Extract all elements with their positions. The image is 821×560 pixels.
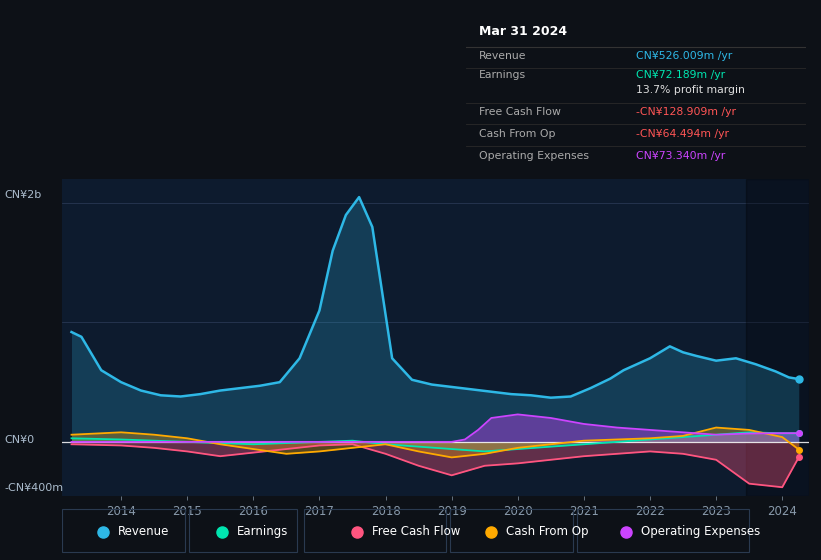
Bar [189, 509, 297, 552]
Bar [577, 509, 749, 552]
Bar [62, 509, 185, 552]
Text: CN¥72.189m /yr: CN¥72.189m /yr [635, 69, 725, 80]
Text: Earnings: Earnings [237, 525, 288, 538]
Text: -CN¥64.494m /yr: -CN¥64.494m /yr [635, 129, 729, 139]
Text: Cash From Op: Cash From Op [506, 525, 589, 538]
Text: CN¥0: CN¥0 [4, 435, 34, 445]
Text: CN¥526.009m /yr: CN¥526.009m /yr [635, 51, 732, 61]
Text: Earnings: Earnings [479, 69, 526, 80]
Text: Cash From Op: Cash From Op [479, 129, 556, 139]
Text: CN¥73.340m /yr: CN¥73.340m /yr [635, 151, 725, 161]
Text: Operating Expenses: Operating Expenses [479, 151, 589, 161]
Text: Operating Expenses: Operating Expenses [640, 525, 759, 538]
Text: -CN¥400m: -CN¥400m [4, 483, 63, 493]
Text: 13.7% profit margin: 13.7% profit margin [635, 85, 745, 95]
Text: CN¥2b: CN¥2b [4, 190, 41, 200]
Text: Revenue: Revenue [479, 51, 526, 61]
Bar [305, 509, 447, 552]
Text: Free Cash Flow: Free Cash Flow [372, 525, 460, 538]
Text: Free Cash Flow: Free Cash Flow [479, 107, 561, 117]
Text: Mar 31 2024: Mar 31 2024 [479, 25, 567, 38]
Text: Revenue: Revenue [117, 525, 169, 538]
Bar [745, 179, 809, 496]
Bar [450, 509, 573, 552]
Text: -CN¥128.909m /yr: -CN¥128.909m /yr [635, 107, 736, 117]
